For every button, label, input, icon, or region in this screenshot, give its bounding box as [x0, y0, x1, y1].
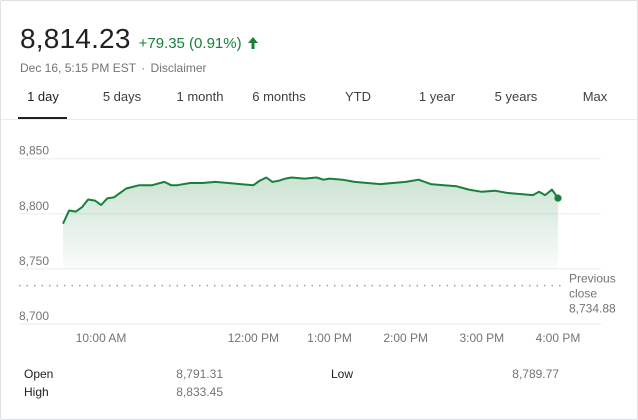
quote-header: 8,814.23 +79.35 (0.91%) Dec 16, 5:15 PM …: [20, 23, 259, 75]
y-axis-ticks: 8,850 8,800 8,750 8,700: [19, 144, 49, 323]
current-price: 8,814.23: [20, 23, 131, 54]
disclaimer-link[interactable]: Disclaimer: [150, 61, 207, 75]
range-tabs: 1 day 5 days 1 month 6 months YTD 1 year…: [1, 81, 637, 119]
price-change: +79.35 (0.91%): [138, 35, 242, 52]
meta-separator: ·: [141, 61, 146, 75]
area-fill: [63, 177, 558, 269]
low-value: 8,789.77: [512, 367, 559, 381]
tab-1-year[interactable]: 1 year: [418, 89, 456, 104]
y-tick-label: 8,800: [19, 199, 49, 213]
x-tick-label: 2:00 PM: [383, 331, 428, 345]
previous-close-label: Previous: [569, 272, 616, 286]
tab-ytd[interactable]: YTD: [345, 89, 371, 104]
previous-close-value: 8,734.88: [569, 302, 616, 316]
y-tick-label: 8,750: [19, 254, 49, 268]
quote-meta: Dec 16, 5:15 PM EST · Disclaimer: [20, 61, 259, 75]
price-line: [62, 176, 559, 225]
x-tick-label: 12:00 PM: [228, 331, 279, 345]
low-label: Low: [331, 367, 354, 381]
tab-max[interactable]: Max: [582, 89, 608, 104]
last-price-dot: [554, 194, 562, 202]
high-label: High: [24, 385, 49, 399]
price-chart[interactable]: 8,850 8,800 8,750 8,700 Previousclose8,734.…: [1, 120, 637, 352]
x-axis-ticks: 10:00 AM 12:00 PM 1:00 PM 2:00 PM 3:00 PM 4:0…: [76, 331, 581, 345]
active-tab-indicator: [18, 117, 67, 119]
tab-5-days[interactable]: 5 days: [102, 89, 142, 104]
tab-6-months[interactable]: 6 months: [252, 89, 306, 104]
x-tick-label: 4:00 PM: [536, 331, 581, 345]
open-label: Open: [24, 367, 54, 381]
timestamp: Dec 16, 5:15 PM EST: [20, 61, 136, 75]
open-value: 8,791.31: [176, 367, 223, 381]
chart-area: [62, 176, 562, 269]
y-tick-label: 8,850: [19, 144, 49, 158]
price-row: 8,814.23 +79.35 (0.91%): [20, 23, 259, 55]
arrow-up-icon: [247, 36, 259, 50]
tab-1-month[interactable]: 1 month: [176, 89, 224, 104]
x-tick-label: 10:00 AM: [76, 331, 127, 345]
tab-5-years[interactable]: 5 years: [494, 89, 538, 104]
tabs-divider: [1, 119, 637, 120]
x-tick-label: 3:00 PM: [459, 331, 504, 345]
tab-1-day[interactable]: 1 day: [27, 89, 59, 104]
y-tick-label: 8,700: [19, 309, 49, 323]
high-value: 8,833.45: [176, 385, 223, 399]
previous-close-label: close: [569, 287, 597, 301]
x-tick-label: 1:00 PM: [307, 331, 352, 345]
